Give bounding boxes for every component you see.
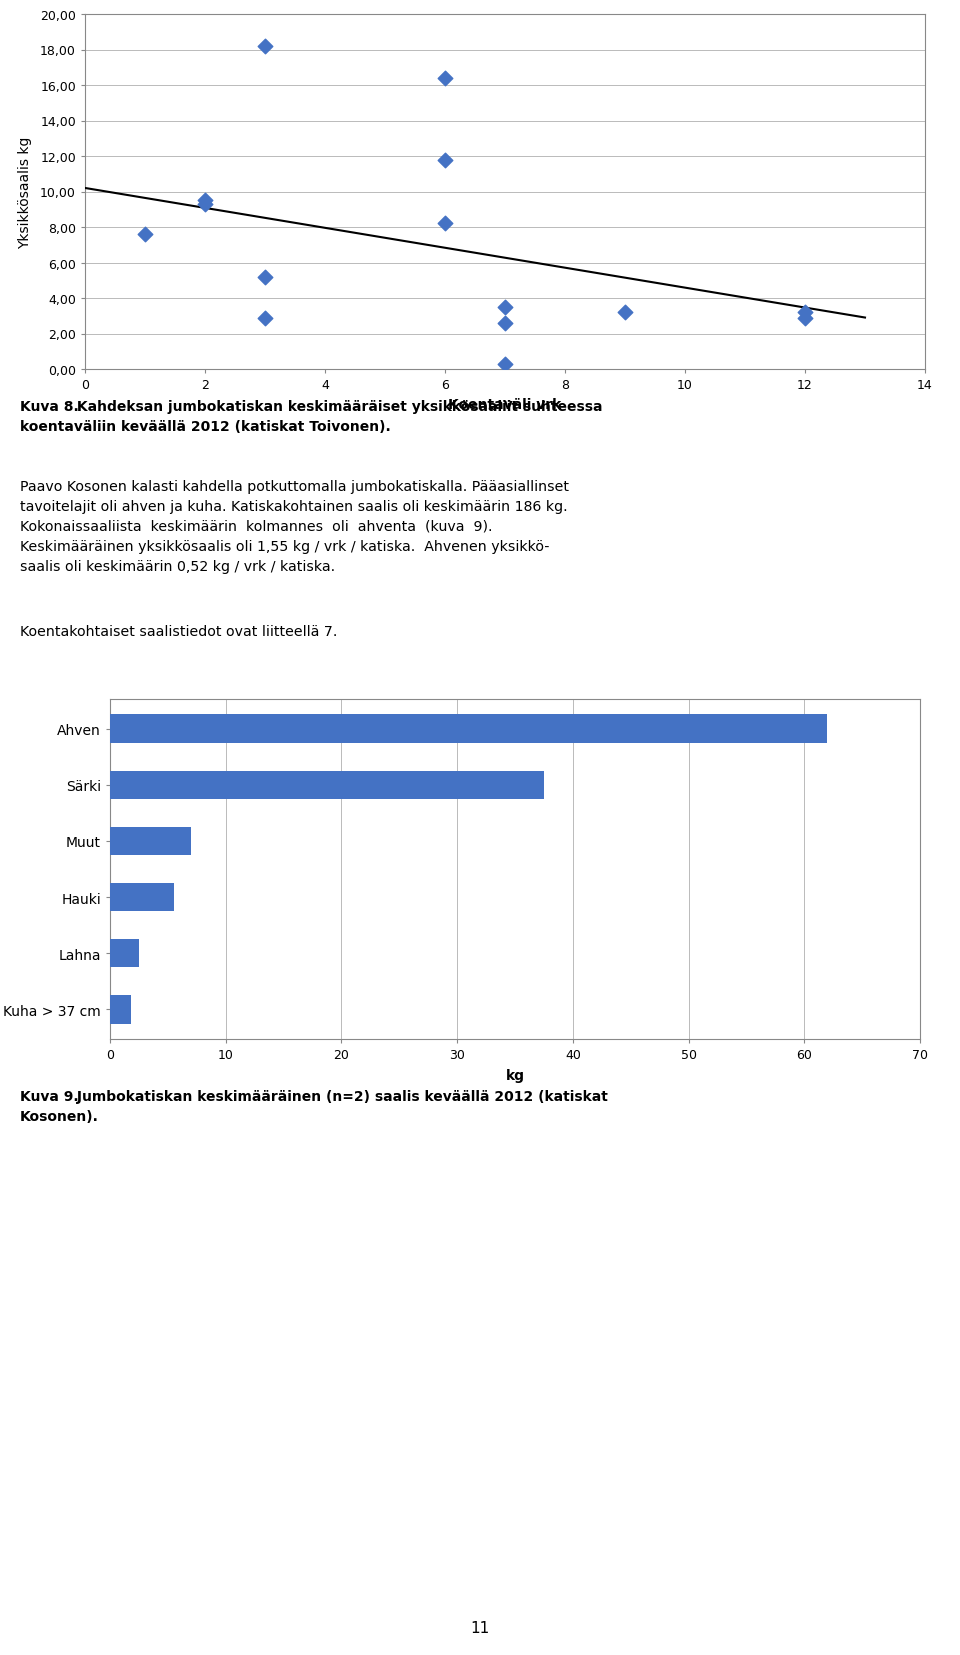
Text: saalis oli keskimäärin 0,52 kg / vrk / katiska.: saalis oli keskimäärin 0,52 kg / vrk / k… <box>20 559 335 574</box>
Bar <box>110 996 131 1024</box>
Text: Jumbokatiskan keskimääräinen (n=2) saalis keväällä 2012 (katiskat: Jumbokatiskan keskimääräinen (n=2) saali… <box>72 1089 608 1104</box>
Point <box>497 295 513 321</box>
Text: Keskimääräinen yksikkösaalis oli 1,55 kg / vrk / katiska.  Ahvenen yksikkö-: Keskimääräinen yksikkösaalis oli 1,55 kg… <box>20 540 549 554</box>
Bar <box>110 940 139 968</box>
Point <box>497 311 513 338</box>
Bar <box>110 884 174 912</box>
X-axis label: kg: kg <box>506 1069 524 1082</box>
Bar <box>110 715 828 743</box>
Point <box>198 189 213 215</box>
Point <box>257 265 273 291</box>
Text: 11: 11 <box>470 1620 490 1635</box>
Y-axis label: Yksikkösaalis kg: Yksikkösaalis kg <box>18 136 32 248</box>
Point <box>137 222 153 248</box>
Point <box>257 305 273 331</box>
X-axis label: Koentaväli vrk: Koentaväli vrk <box>448 397 562 412</box>
Text: Kahdeksan jumbokatiskan keskimääräiset yksikkösaaliit suhteessa: Kahdeksan jumbokatiskan keskimääräiset y… <box>72 401 603 414</box>
Point <box>257 33 273 60</box>
Text: koentaväliin keväällä 2012 (katiskat Toivonen).: koentaväliin keväällä 2012 (katiskat Toi… <box>20 420 391 434</box>
Text: Kokonaissaaliista  keskimäärin  kolmannes  oli  ahventa  (kuva  9).: Kokonaissaaliista keskimäärin kolmannes … <box>20 520 492 533</box>
Text: tavoitelajit oli ahven ja kuha. Katiskakohtainen saalis oli keskimäärin 186 kg.: tavoitelajit oli ahven ja kuha. Katiskak… <box>20 500 567 513</box>
Bar <box>110 828 191 856</box>
Point <box>438 212 453 238</box>
Point <box>798 300 813 326</box>
Point <box>438 66 453 93</box>
Text: Paavo Kosonen kalasti kahdella potkuttomalla jumbokatiskalla. Pääasiallinset: Paavo Kosonen kalasti kahdella potkuttom… <box>20 480 569 493</box>
Point <box>798 305 813 331</box>
Point <box>497 351 513 377</box>
Text: Kosonen).: Kosonen). <box>20 1109 99 1124</box>
Text: Kuva 9.: Kuva 9. <box>20 1089 79 1104</box>
Text: Koentakohtaiset saalistiedot ovat liitteellä 7.: Koentakohtaiset saalistiedot ovat liitte… <box>20 624 337 639</box>
Point <box>198 192 213 218</box>
Bar <box>110 771 544 799</box>
Point <box>438 147 453 174</box>
Point <box>617 300 633 326</box>
Text: Kuva 8.: Kuva 8. <box>20 401 79 414</box>
